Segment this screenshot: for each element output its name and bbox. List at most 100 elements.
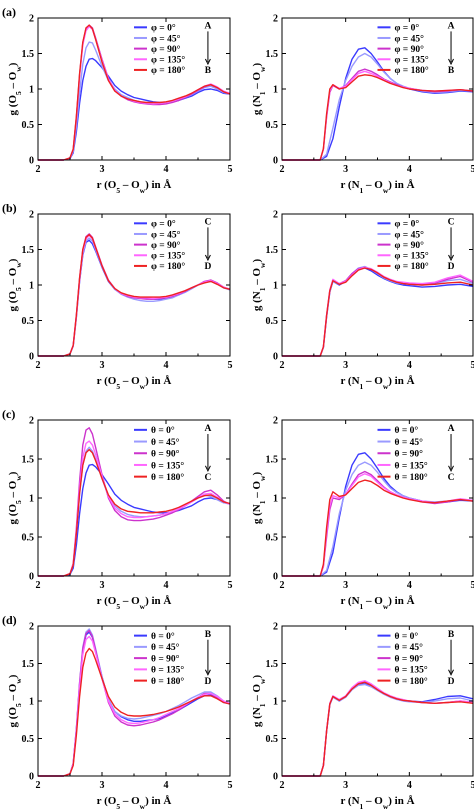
x-tick-label: 5	[471, 580, 474, 591]
legend-entry: θ = 135°	[151, 665, 184, 676]
annotation-start: B	[448, 630, 455, 640]
annotation-end: D	[204, 677, 211, 687]
y-tick-label: 1	[29, 697, 34, 708]
series-line-3	[282, 68, 474, 161]
x-tick-label: 2	[280, 164, 285, 175]
legend-entry: θ = 90°	[395, 449, 424, 460]
legend-entry: φ = 135°	[395, 251, 429, 262]
legend-entry: φ = 0°	[151, 219, 176, 230]
x-axis-label: r (N1 – Ow) in Å	[340, 595, 414, 611]
y-axis-label: g (O5 – Ow)	[7, 62, 23, 115]
annotation-start: A	[448, 21, 455, 31]
x-tick-label: 2	[280, 780, 285, 791]
y-axis-label: g (N1 – Ow)	[251, 259, 267, 312]
legend-entry: θ = 45°	[151, 642, 180, 653]
y-tick-label: 0	[29, 572, 34, 583]
legend-entry: φ = 45°	[151, 229, 181, 240]
annotation-start: A	[204, 424, 211, 434]
y-tick-label: 0.5	[22, 316, 35, 327]
rdf-panel-4: 2 3 4 5 0 0.5 1 1.5 2 r (N1 – Ow) in Å g (N1 – Ow)…	[251, 210, 474, 391]
plot-frame	[37, 419, 231, 577]
legend-entry: φ = 180°	[151, 261, 185, 272]
x-tick-label: 5	[228, 580, 233, 591]
y-tick-label: 2	[29, 416, 34, 427]
legend-entry: θ = 0°	[151, 425, 175, 436]
series-line-5	[282, 267, 474, 357]
plot-frame	[37, 213, 231, 357]
x-tick-label: 2	[36, 780, 41, 791]
y-tick-label: 1.5	[22, 455, 35, 466]
series-line-5	[38, 647, 231, 777]
legend-entry: θ = 135°	[395, 460, 428, 471]
plot-frame	[37, 625, 231, 777]
panel-label: (a)	[2, 5, 16, 19]
legend-entry: φ = 45°	[395, 229, 425, 240]
y-tick-label: 2	[273, 416, 278, 427]
y-tick-label: 2	[29, 14, 34, 25]
x-tick-label: 3	[100, 580, 105, 591]
series-line-3	[38, 629, 231, 777]
plot-frame	[281, 625, 474, 777]
legend-entry: φ = 180°	[395, 65, 429, 76]
y-tick-label: 1.5	[22, 245, 35, 256]
y-tick-label: 2	[273, 622, 278, 633]
x-tick-label: 4	[407, 580, 412, 591]
series-line-1	[38, 463, 231, 577]
x-axis-label: r (N1 – Ow) in Å	[340, 795, 414, 811]
series-line-3	[282, 266, 474, 357]
rdf-panel-5: 2 3 4 5 0 0.5 1 1.5 2 r (O5 – Ow) in Å g (O5 – Ow)…	[2, 407, 233, 611]
panel-label: (c)	[2, 407, 15, 421]
x-tick-label: 2	[36, 360, 41, 371]
y-tick-label: 1	[29, 85, 34, 96]
y-tick-label: 1	[29, 494, 34, 505]
x-tick-label: 4	[407, 164, 412, 175]
legend-entry: θ = 180°	[151, 676, 184, 687]
annotation-arrowhead	[448, 254, 454, 262]
x-axis-label: r (N1 – Ow) in Å	[340, 179, 414, 195]
series-line-5	[282, 74, 474, 161]
annotation-arrowhead	[204, 254, 211, 262]
rdf-panel-6: 2 3 4 5 0 0.5 1 1.5 2 r (N1 – Ow) in Å g (N1 – Ow)…	[251, 416, 474, 611]
y-tick-label: 0.5	[266, 316, 279, 327]
annotation-arrowhead	[448, 669, 454, 676]
y-tick-label: 0.5	[22, 533, 35, 544]
y-tick-label: 1	[273, 697, 278, 708]
y-tick-label: 2	[29, 210, 34, 221]
y-tick-label: 2	[273, 14, 278, 25]
series-line-1	[282, 683, 474, 777]
x-axis-label: r (O5 – Ow) in Å	[97, 795, 172, 811]
y-axis-label: g (N1 – Ow)	[251, 675, 267, 728]
legend-entry: θ = 45°	[395, 437, 424, 448]
annotation-end: C	[204, 473, 211, 483]
legend-entry: φ = 135°	[151, 251, 185, 262]
annotation-start: C	[204, 217, 211, 227]
legend-entry: φ = 90°	[395, 240, 425, 251]
series-line-3	[38, 427, 231, 577]
x-tick-label: 4	[164, 780, 169, 791]
x-axis-label: r (O5 – Ow) in Å	[97, 179, 172, 195]
series-line-1	[38, 631, 231, 777]
annotation-start: A	[204, 21, 211, 31]
y-tick-label: 1.5	[22, 659, 35, 670]
legend-entry: θ = 90°	[395, 653, 424, 664]
x-tick-label: 5	[228, 360, 233, 371]
x-tick-label: 4	[164, 580, 169, 591]
legend-entry: θ = 135°	[395, 665, 428, 676]
y-tick-label: 0.5	[22, 120, 35, 131]
x-tick-label: 2	[36, 580, 41, 591]
y-tick-label: 0.5	[266, 734, 279, 745]
legend-entry: θ = 135°	[151, 460, 184, 471]
legend-entry: φ = 0°	[151, 23, 176, 34]
series-line-4	[282, 473, 474, 577]
y-tick-label: 1	[273, 281, 278, 292]
y-tick-label: 1	[273, 494, 278, 505]
plot-frame	[281, 419, 474, 577]
x-tick-label: 4	[407, 360, 412, 371]
x-axis-label: r (N1 – Ow) in Å	[340, 375, 414, 391]
y-tick-label: 1.5	[266, 659, 279, 670]
y-tick-label: 2	[29, 622, 34, 633]
annotation-arrowhead	[204, 465, 211, 472]
legend-entry: φ = 135°	[151, 55, 185, 66]
x-tick-label: 2	[280, 360, 285, 371]
x-tick-label: 3	[100, 360, 105, 371]
